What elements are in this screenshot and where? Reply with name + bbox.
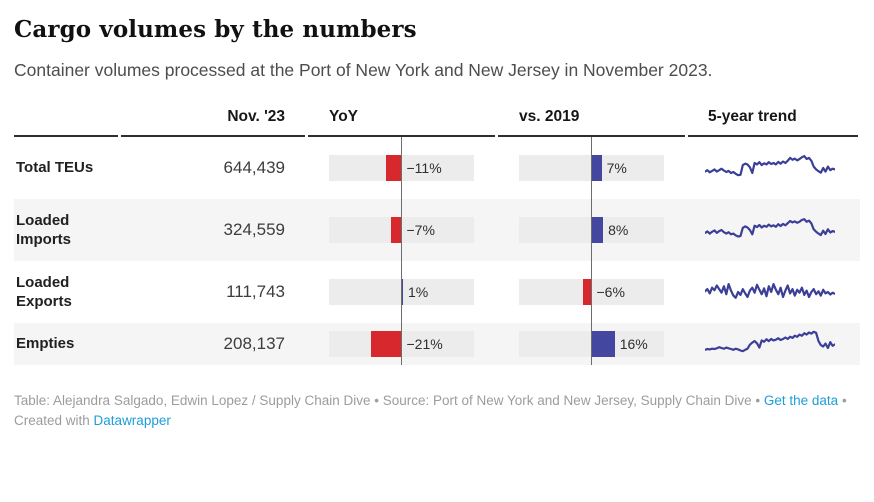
yoy-bar <box>401 279 403 306</box>
trend-cell <box>688 323 858 365</box>
yoy-bar-label: 1% <box>407 284 429 301</box>
vs2019-bar-label: 16% <box>619 336 648 353</box>
header-yoy: YoY <box>308 108 495 138</box>
table-row: Total TEUs 644,439 −11% 7% <box>14 137 860 200</box>
zero-axis-line <box>400 261 402 324</box>
sparkline <box>705 283 835 300</box>
vs2019-bar-cell: 7% <box>498 137 685 200</box>
vs2019-bar <box>591 155 602 182</box>
nov23-value: 111,743 <box>226 282 285 302</box>
header-trend: 5-year trend <box>688 108 858 138</box>
vs2019-bar-label: 7% <box>606 160 627 177</box>
table-row: Empties 208,137 −21% 16% <box>14 323 860 366</box>
vs2019-bar <box>591 217 604 244</box>
yoy-bar-label: −21% <box>406 336 443 353</box>
page-title: Cargo volumes by the numbers <box>14 16 417 43</box>
yoy-bar-cell: −21% <box>308 323 495 366</box>
vs2019-bar-label: −6% <box>596 284 625 301</box>
row-label: Loaded Exports <box>16 273 72 311</box>
yoy-bar-label: −11% <box>406 160 442 177</box>
header-vs2019: vs. 2019 <box>498 108 685 138</box>
nov23-value: 644,439 <box>223 158 285 178</box>
created-with-text: • Created with <box>14 393 847 429</box>
nov23-value: 324,559 <box>223 220 285 240</box>
yoy-bar-track: −7% <box>329 199 474 262</box>
table-header-row: Nov. '23 YoY vs. 2019 5-year trend <box>14 108 860 138</box>
sparkline <box>705 330 835 353</box>
row-label: Empties <box>16 335 75 353</box>
sparkline <box>705 155 835 177</box>
vs2019-bar-track: 16% <box>519 323 664 366</box>
row-label: Total TEUs <box>16 159 94 177</box>
zero-axis-line <box>590 199 592 262</box>
row-label: Loaded Imports <box>16 211 72 249</box>
yoy-bar-label: −7% <box>406 222 435 239</box>
vs2019-bar-track: 8% <box>519 199 664 262</box>
chart-container: Cargo volumes by the numbers Container v… <box>14 16 860 432</box>
vs2019-bar-label: 8% <box>608 222 629 239</box>
yoy-bar-track: 1% <box>329 261 474 324</box>
yoy-bar-cell: −7% <box>308 199 495 262</box>
yoy-bar <box>385 155 402 182</box>
chart-subtitle: Container volumes processed at the Port … <box>14 60 713 80</box>
zero-axis-line <box>590 323 592 366</box>
vs2019-bar-track: −6% <box>519 261 664 324</box>
attribution-footer: Table: Alejandra Salgado, Edwin Lopez / … <box>14 391 860 432</box>
vs2019-bar-cell: 16% <box>498 323 685 366</box>
trend-cell <box>688 137 858 199</box>
table-body: Total TEUs 644,439 −11% 7% Loaded Imports… <box>14 137 860 366</box>
yoy-bar <box>391 217 402 244</box>
trend-cell <box>688 199 858 261</box>
zero-axis-line <box>590 137 592 200</box>
zero-axis-line <box>590 261 592 324</box>
yoy-bar-track: −21% <box>329 323 474 366</box>
header-blank <box>14 126 118 138</box>
vs2019-bar <box>582 279 592 306</box>
vs2019-bar-cell: 8% <box>498 199 685 262</box>
vs2019-bar-track: 7% <box>519 137 664 200</box>
credit-text: Table: Alejandra Salgado, Edwin Lopez / … <box>14 393 764 409</box>
header-nov23: Nov. '23 <box>121 108 305 138</box>
yoy-bar <box>371 331 402 358</box>
table-row: Loaded Imports 324,559 −7% 8% <box>14 199 860 262</box>
trend-cell <box>688 261 858 323</box>
vs2019-bar-cell: −6% <box>498 261 685 324</box>
zero-axis-line <box>400 199 402 262</box>
zero-axis-line <box>400 323 402 366</box>
zero-axis-line <box>400 137 402 200</box>
yoy-bar-cell: 1% <box>308 261 495 324</box>
table-row: Loaded Exports 111,743 1% −6% <box>14 261 860 324</box>
yoy-bar-track: −11% <box>329 137 474 200</box>
nov23-value: 208,137 <box>223 334 285 354</box>
datawrapper-link[interactable]: Datawrapper <box>93 413 171 429</box>
sparkline <box>705 218 835 238</box>
get-data-link[interactable]: Get the data <box>763 393 839 409</box>
vs2019-bar <box>591 331 615 358</box>
yoy-bar-cell: −11% <box>308 137 495 200</box>
